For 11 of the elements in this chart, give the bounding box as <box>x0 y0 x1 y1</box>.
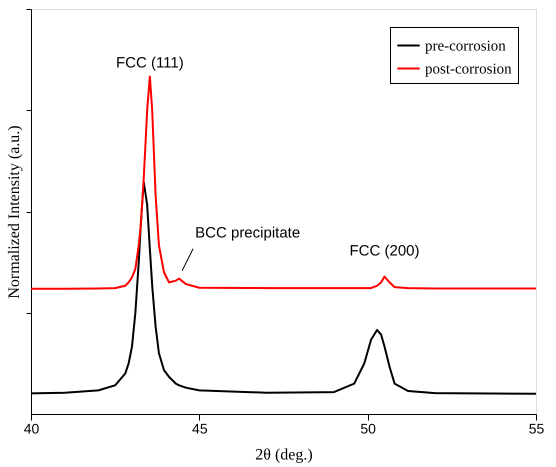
x-tick-label: 45 <box>192 420 208 436</box>
x-tick-label: 50 <box>360 420 376 436</box>
x-tick-label: 40 <box>24 420 40 436</box>
y-axis-title: Normalized Intensity (a.u.) <box>6 125 23 299</box>
legend-label: post-corrosion <box>425 62 512 78</box>
annotation: BCC precipitate <box>195 224 300 242</box>
x-tick-label: 55 <box>528 420 544 436</box>
legend-label: pre-corrosion <box>425 38 506 54</box>
annotation: FCC (111) <box>116 54 184 72</box>
x-axis-title: 2θ (deg.) <box>255 446 313 464</box>
annotation: FCC (200) <box>349 242 420 260</box>
